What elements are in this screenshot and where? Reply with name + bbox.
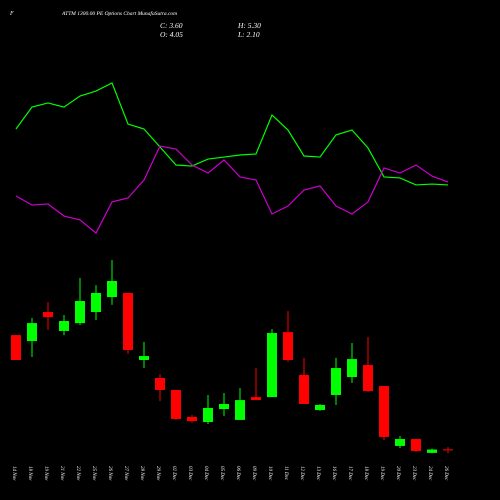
candle-body [123, 292, 133, 351]
x-tick-label: 04 Dec [203, 466, 208, 481]
candle-body [43, 312, 53, 318]
candle-body [75, 301, 85, 324]
x-tick-label: 27 Nov [123, 466, 128, 481]
candle-body [219, 404, 229, 410]
x-tick-label: 19 Dec [379, 466, 384, 481]
candle-body [395, 439, 405, 446]
candle-body [331, 368, 341, 396]
x-tick-label: 06 Dec [235, 466, 240, 481]
candle-body [235, 400, 245, 420]
candle-body [91, 292, 101, 313]
candle-body [187, 416, 197, 422]
candle-body [283, 332, 293, 360]
x-tick-label: 28 Nov [139, 466, 144, 481]
candle-body [203, 407, 213, 422]
x-tick-label: 02 Dec [171, 466, 176, 481]
line-series [15, 145, 449, 234]
x-tick-label: 13 Dec [315, 466, 320, 481]
candle-body [315, 404, 325, 410]
line-series [15, 82, 449, 186]
candle-body [155, 377, 165, 390]
x-tick-label: 17 Dec [347, 466, 352, 481]
x-tick-label: 22 Nov [75, 466, 80, 481]
candle-body [139, 356, 149, 360]
x-tick-label: 18 Dec [363, 466, 368, 481]
chart-title: ATTM 1300.00 PE Options Chart MunafaSutr… [61, 10, 177, 17]
x-tick-label: 18 Nov [27, 466, 32, 481]
candle-body [443, 449, 453, 451]
candle-body [411, 439, 421, 452]
candle-body [251, 397, 261, 401]
candle-body [427, 449, 437, 453]
x-tick-label: 24 Dec [427, 466, 432, 481]
x-tick-label: 25 Nov [91, 466, 96, 481]
info-high: H: 5.30 [237, 21, 261, 30]
candle-body [347, 359, 357, 378]
info-low: L: 2.10 [237, 30, 260, 39]
x-tick-label: 09 Dec [251, 466, 256, 481]
candle-body [27, 323, 37, 342]
candle-body [171, 389, 181, 419]
candle-body [299, 374, 309, 405]
x-tick-label: 05 Dec [219, 466, 224, 481]
x-tick-label: 23 Dec [411, 466, 416, 481]
x-tick-label: 21 Nov [59, 466, 64, 481]
candle-body [363, 365, 373, 392]
symbol: F [9, 11, 14, 17]
x-tick-label: 26 Dec [443, 466, 448, 481]
x-tick-label: 19 Nov [43, 466, 48, 481]
x-tick-label: 29 Nov [155, 466, 160, 481]
x-tick-label: 26 Nov [107, 466, 112, 481]
info-close: C: 3.60 [160, 21, 183, 30]
x-tick-label: 10 Dec [267, 466, 272, 481]
x-tick-label: 14 Nov [11, 466, 16, 481]
x-tick-label: 12 Dec [299, 466, 304, 481]
candle-body [107, 280, 117, 298]
x-tick-label: 11 Dec [283, 466, 288, 481]
candle-body [267, 333, 277, 398]
candle-body [11, 335, 21, 360]
info-open: O: 4.05 [160, 30, 183, 39]
candle-body [379, 386, 389, 437]
x-tick-label: 03 Dec [187, 466, 192, 481]
x-tick-label: 20 Dec [395, 466, 400, 481]
candle-body [59, 321, 69, 331]
x-tick-label: 16 Dec [331, 466, 336, 481]
